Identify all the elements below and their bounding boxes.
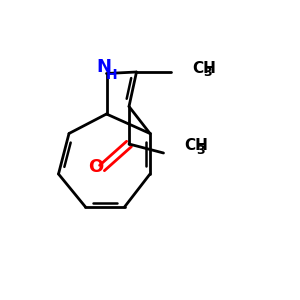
Text: 3: 3: [196, 143, 205, 157]
Text: 3: 3: [204, 66, 212, 80]
Text: O: O: [88, 158, 103, 175]
Text: H: H: [106, 68, 118, 82]
Text: CH: CH: [184, 138, 208, 153]
Text: N: N: [97, 58, 112, 76]
Text: CH: CH: [192, 61, 216, 76]
